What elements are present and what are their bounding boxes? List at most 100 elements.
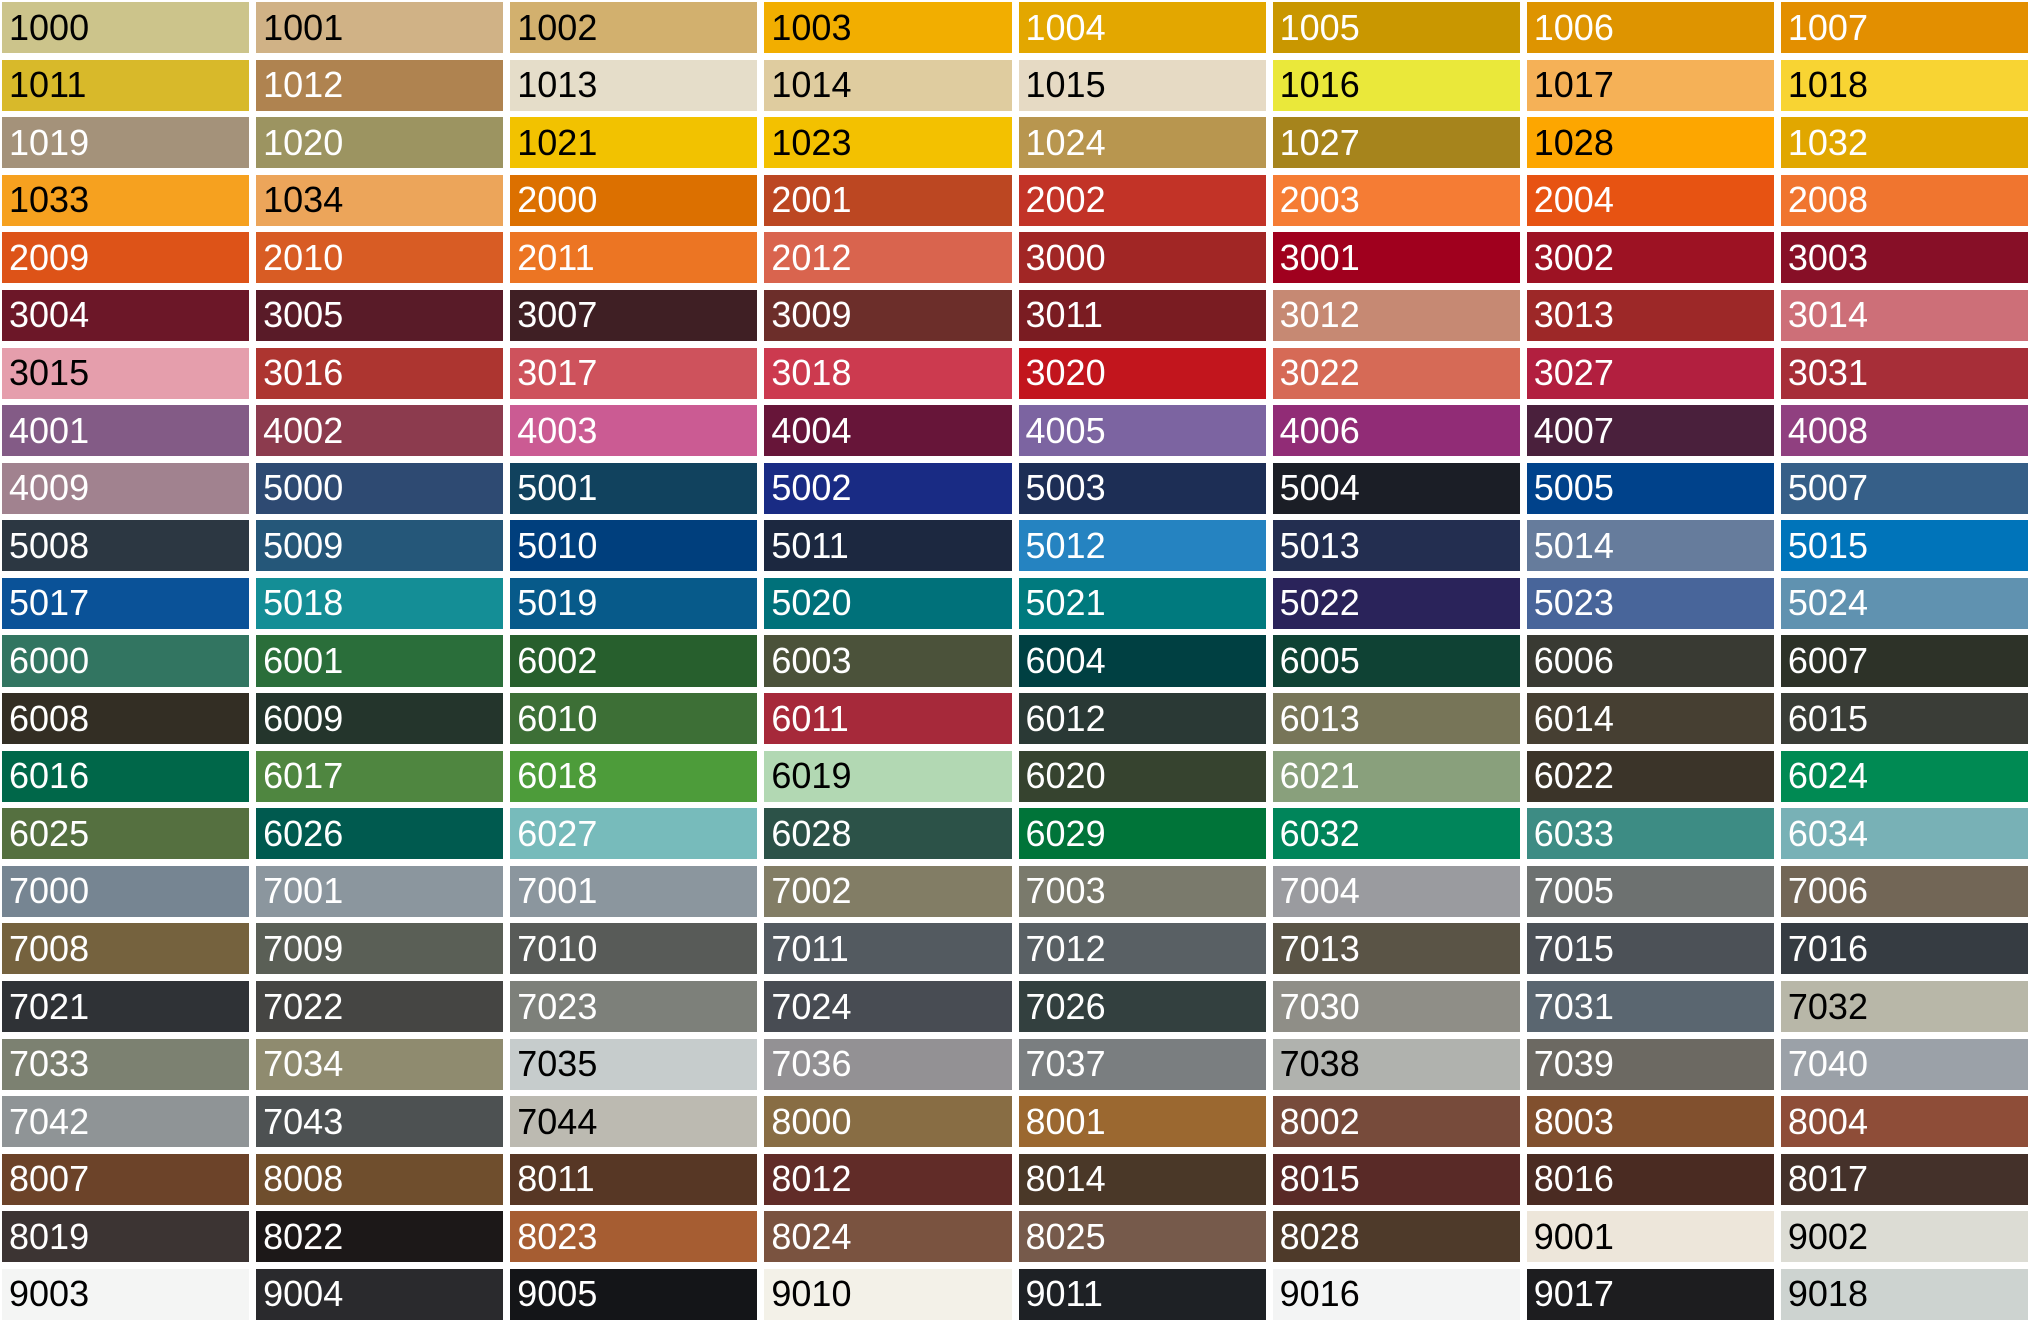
color-code-label: 5003 — [1025, 467, 1106, 509]
color-swatch: 7043 — [256, 1096, 504, 1148]
color-code-label: 1003 — [771, 6, 852, 48]
color-code-label: 5013 — [1279, 524, 1360, 566]
color-swatch: 1004 — [1018, 2, 1266, 54]
color-swatch: 8023 — [510, 1211, 758, 1263]
color-swatch: 5017 — [2, 577, 250, 629]
color-swatch: 6002 — [510, 635, 758, 687]
color-code-label: 6011 — [771, 697, 849, 739]
color-swatch: 2003 — [1272, 174, 1520, 226]
color-code-label: 4003 — [517, 409, 598, 451]
color-swatch: 3015 — [2, 347, 250, 399]
color-code-label: 1019 — [9, 121, 90, 163]
color-swatch: 1000 — [2, 2, 250, 54]
color-code-label: 1034 — [263, 179, 344, 221]
color-code-label: 1023 — [771, 121, 852, 163]
color-code-label: 9005 — [517, 1273, 598, 1315]
color-swatch: 1006 — [1526, 2, 1774, 54]
color-swatch: 3003 — [1780, 232, 2028, 284]
color-code-label: 7015 — [1533, 927, 1614, 969]
color-swatch: 6022 — [1526, 750, 1774, 802]
color-code-label: 3012 — [1279, 294, 1360, 336]
color-swatch: 9010 — [764, 1268, 1012, 1320]
color-swatch: 1011 — [2, 59, 250, 111]
color-swatch: 7038 — [1272, 1038, 1520, 1090]
color-swatch: 1019 — [2, 117, 250, 169]
color-code-label: 7035 — [517, 1043, 598, 1085]
color-code-label: 2010 — [263, 236, 344, 278]
color-swatch: 6011 — [764, 693, 1012, 745]
color-swatch: 1012 — [256, 59, 504, 111]
color-code-label: 6024 — [1787, 755, 1868, 797]
color-code-label: 1028 — [1533, 121, 1614, 163]
color-code-label: 8002 — [1279, 1100, 1360, 1142]
color-swatch: 9001 — [1526, 1211, 1774, 1263]
color-code-label: 7008 — [9, 927, 90, 969]
color-swatch: 1014 — [764, 59, 1012, 111]
color-swatch: 3022 — [1272, 347, 1520, 399]
color-swatch: 3014 — [1780, 289, 2028, 342]
color-swatch: 8008 — [256, 1153, 504, 1205]
color-swatch: 6014 — [1526, 693, 1774, 745]
color-swatch: 9002 — [1780, 1211, 2028, 1263]
color-code-label: 5005 — [1533, 467, 1614, 509]
color-swatch: 3000 — [1018, 232, 1266, 284]
color-code-label: 6016 — [9, 755, 90, 797]
color-swatch: 7013 — [1272, 923, 1520, 975]
color-swatch: 7011 — [764, 923, 1012, 975]
color-swatch: 8004 — [1780, 1096, 2028, 1148]
color-swatch: 7042 — [2, 1096, 250, 1148]
color-code-label: 9018 — [1787, 1273, 1868, 1315]
color-swatch: 2002 — [1018, 174, 1266, 226]
color-code-label: 2002 — [1025, 179, 1106, 221]
color-swatch: 3018 — [764, 347, 1012, 399]
color-swatch: 4004 — [764, 405, 1012, 457]
color-code-label: 4007 — [1533, 409, 1614, 451]
color-swatch: 6034 — [1780, 808, 2028, 860]
color-swatch: 7023 — [510, 980, 758, 1033]
color-swatch: 3007 — [510, 289, 758, 342]
color-code-label: 3001 — [1279, 236, 1360, 278]
color-code-label: 6017 — [263, 755, 344, 797]
color-code-label: 3003 — [1787, 236, 1868, 278]
color-code-label: 3027 — [1533, 352, 1614, 394]
color-code-label: 5008 — [9, 524, 90, 566]
color-code-label: 7030 — [1279, 985, 1360, 1027]
color-code-label: 6015 — [1787, 697, 1868, 739]
color-swatch: 7030 — [1272, 980, 1520, 1033]
color-code-label: 6018 — [517, 755, 598, 797]
color-code-label: 7039 — [1533, 1043, 1614, 1085]
color-swatch: 5020 — [764, 577, 1012, 629]
color-swatch: 8016 — [1526, 1153, 1774, 1205]
color-swatch: 6021 — [1272, 750, 1520, 802]
color-code-label: 5012 — [1025, 524, 1106, 566]
color-swatch: 4008 — [1780, 405, 2028, 457]
color-swatch: 3005 — [256, 289, 504, 342]
color-swatch: 8015 — [1272, 1153, 1520, 1205]
color-code-label: 6034 — [1787, 812, 1868, 854]
color-swatch: 1007 — [1780, 2, 2028, 54]
color-swatch: 6007 — [1780, 635, 2028, 687]
color-code-label: 8019 — [9, 1215, 90, 1257]
color-swatch: 1027 — [1272, 117, 1520, 169]
color-swatch: 5000 — [256, 462, 504, 514]
color-code-label: 2008 — [1787, 179, 1868, 221]
color-code-label: 7040 — [1787, 1043, 1868, 1085]
color-code-label: 9001 — [1533, 1215, 1614, 1257]
color-swatch: 6024 — [1780, 750, 2028, 802]
color-swatch: 7003 — [1018, 865, 1266, 917]
color-code-label: 5014 — [1533, 524, 1614, 566]
color-code-label: 5024 — [1787, 582, 1868, 624]
color-swatch: 5001 — [510, 462, 758, 514]
color-swatch: 1015 — [1018, 59, 1266, 111]
color-swatch: 1023 — [764, 117, 1012, 169]
color-swatch: 1018 — [1780, 59, 2028, 111]
color-code-label: 2000 — [517, 179, 598, 221]
color-swatch: 2012 — [764, 232, 1012, 284]
color-code-label: 8017 — [1787, 1158, 1868, 1200]
color-code-label: 4005 — [1025, 409, 1106, 451]
color-code-label: 7010 — [517, 927, 598, 969]
color-code-label: 6028 — [771, 812, 852, 854]
color-swatch: 7044 — [510, 1096, 758, 1148]
color-code-label: 3000 — [1025, 236, 1106, 278]
color-swatch: 4003 — [510, 405, 758, 457]
